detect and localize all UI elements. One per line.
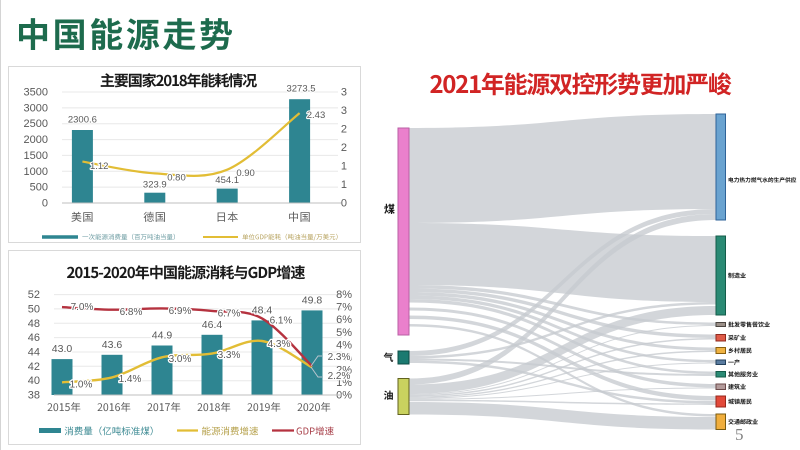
svg-text:0: 0 — [341, 198, 347, 210]
svg-text:500: 500 — [30, 182, 48, 194]
svg-text:1.4%: 1.4% — [119, 374, 142, 385]
svg-text:6.1%: 6.1% — [270, 316, 293, 327]
svg-text:52: 52 — [28, 289, 40, 301]
svg-text:1: 1 — [341, 179, 347, 191]
svg-text:3: 3 — [341, 105, 347, 117]
svg-text:1.12: 1.12 — [90, 161, 109, 172]
svg-text:2: 2 — [341, 124, 347, 136]
svg-text:4.3%: 4.3% — [268, 339, 291, 350]
svg-text:43.6: 43.6 — [102, 339, 123, 351]
svg-text:4%: 4% — [336, 339, 352, 351]
svg-text:454.1: 454.1 — [215, 175, 239, 186]
svg-text:7.0%: 7.0% — [71, 302, 94, 313]
svg-text:48: 48 — [28, 318, 40, 330]
svg-text:1%: 1% — [336, 377, 352, 389]
svg-text:1.0%: 1.0% — [70, 380, 93, 391]
svg-text:46.4: 46.4 — [202, 319, 223, 331]
svg-text:2%: 2% — [336, 364, 352, 376]
svg-text:1: 1 — [341, 161, 347, 173]
svg-text:38: 38 — [28, 390, 40, 402]
svg-text:2.3%: 2.3% — [328, 352, 351, 363]
svg-text:0: 0 — [42, 198, 48, 210]
svg-text:3%: 3% — [336, 352, 352, 364]
svg-text:3000: 3000 — [24, 102, 48, 114]
svg-text:6%: 6% — [336, 314, 352, 326]
svg-text:3.0%: 3.0% — [169, 354, 192, 365]
svg-text:48.4: 48.4 — [252, 304, 273, 316]
svg-text:6.7%: 6.7% — [218, 309, 241, 320]
svg-text:323.9: 323.9 — [143, 180, 167, 191]
svg-text:3.3%: 3.3% — [218, 350, 241, 361]
svg-text:0%: 0% — [336, 390, 352, 402]
svg-text:2000: 2000 — [24, 134, 48, 146]
svg-text:42: 42 — [28, 361, 40, 373]
svg-text:2: 2 — [341, 142, 347, 154]
svg-text:44.9: 44.9 — [152, 330, 173, 342]
svg-text:46: 46 — [28, 332, 40, 344]
svg-text:1000: 1000 — [24, 166, 48, 178]
svg-text:2.2%: 2.2% — [328, 371, 351, 382]
svg-text:8%: 8% — [336, 289, 352, 301]
svg-text:5%: 5% — [336, 327, 352, 339]
svg-text:2300.6: 2300.6 — [68, 115, 97, 126]
svg-text:2.43: 2.43 — [307, 110, 326, 121]
svg-text:44: 44 — [28, 347, 40, 359]
svg-text:1500: 1500 — [24, 150, 48, 162]
svg-text:3273.5: 3273.5 — [286, 84, 315, 95]
svg-text:7%: 7% — [336, 302, 352, 314]
svg-text:50: 50 — [28, 303, 40, 315]
svg-text:2500: 2500 — [24, 118, 48, 130]
svg-text:3: 3 — [341, 87, 347, 99]
svg-text:6.9%: 6.9% — [169, 306, 192, 317]
svg-text:43.0: 43.0 — [52, 343, 73, 355]
svg-text:40: 40 — [28, 375, 40, 387]
svg-text:3500: 3500 — [24, 87, 48, 99]
svg-text:49.8: 49.8 — [302, 294, 323, 306]
svg-text:0.80: 0.80 — [167, 172, 186, 183]
svg-text:6.8%: 6.8% — [120, 307, 143, 318]
svg-text:0.90: 0.90 — [236, 168, 255, 179]
